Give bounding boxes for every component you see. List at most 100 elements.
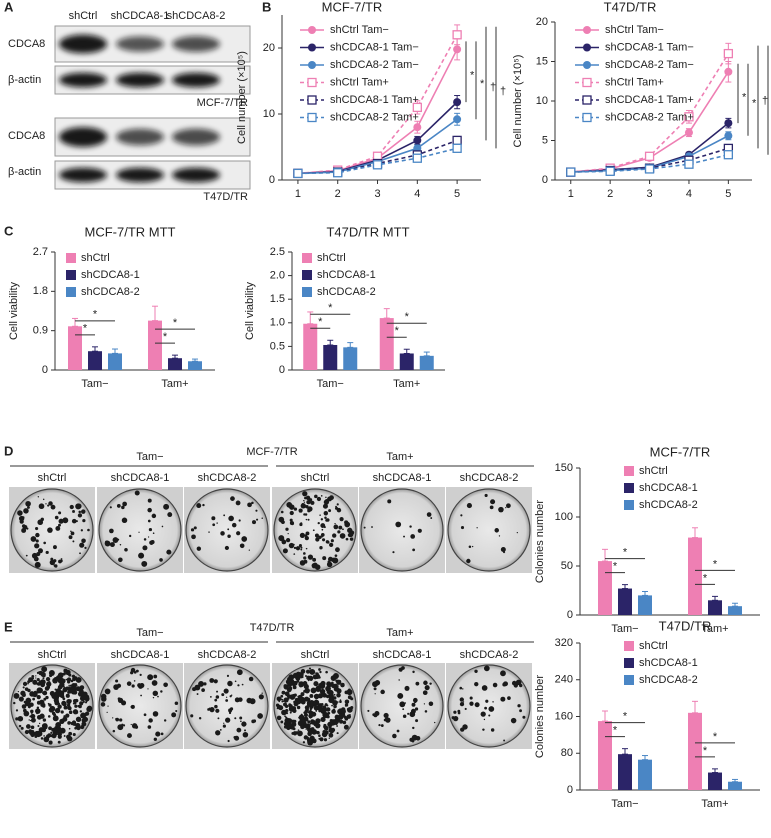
- legend-label: shCDCA8-2: [81, 286, 140, 298]
- colony: [424, 685, 430, 691]
- bar: [148, 320, 162, 370]
- bar: [708, 772, 722, 790]
- colony: [305, 728, 307, 730]
- colony: [29, 719, 32, 722]
- colony: [257, 713, 263, 719]
- panel-label: B: [262, 0, 271, 14]
- colony: [339, 533, 346, 539]
- colony: [249, 698, 256, 705]
- colony: [62, 687, 68, 693]
- colony: [35, 675, 37, 677]
- colony: [223, 722, 225, 724]
- y-tick-label: 0: [269, 174, 275, 186]
- colony: [289, 711, 292, 714]
- colony: [147, 688, 149, 690]
- colony: [342, 712, 346, 716]
- colony: [258, 694, 264, 700]
- colony: [143, 538, 147, 541]
- colony: [77, 513, 83, 518]
- colony: [322, 556, 327, 561]
- data-point: [452, 30, 462, 40]
- colony: [305, 531, 310, 536]
- colony: [27, 506, 30, 509]
- colony: [47, 504, 50, 507]
- colony: [130, 723, 132, 726]
- colony: [36, 682, 39, 685]
- colony: [43, 541, 46, 545]
- colony: [303, 499, 305, 502]
- significance-mark: *: [752, 98, 757, 110]
- colony: [412, 548, 416, 552]
- colony: [481, 685, 488, 691]
- colony: [282, 548, 288, 554]
- x-tick-label: Tam−: [317, 378, 344, 390]
- significance-mark: *: [395, 325, 400, 337]
- colony: [48, 707, 54, 713]
- colony: [303, 501, 306, 503]
- colony: [41, 674, 43, 677]
- colony: [409, 711, 416, 718]
- legend-swatch: [66, 287, 76, 297]
- colony: [59, 720, 62, 723]
- colony: [316, 730, 320, 735]
- colony: [261, 517, 263, 519]
- colony: [462, 724, 468, 730]
- colony: [334, 522, 336, 525]
- colony: [344, 521, 351, 528]
- blot-row-label: β-actin: [8, 74, 41, 86]
- colony: [82, 518, 86, 523]
- panel-label: A: [4, 0, 14, 14]
- colony: [81, 718, 86, 723]
- data-point: [372, 160, 383, 170]
- colony: [350, 697, 354, 701]
- colony: [297, 695, 300, 698]
- bar: [108, 353, 122, 370]
- colony: [319, 514, 321, 516]
- legend-label: shCDCA8-1: [317, 269, 376, 281]
- colony: [303, 513, 306, 516]
- y-tick-label: 0.9: [33, 325, 48, 337]
- colony: [345, 537, 349, 541]
- bar: [728, 781, 742, 790]
- colony: [75, 503, 82, 510]
- colony: [334, 714, 340, 720]
- legend-marker: [583, 26, 591, 34]
- colony: [31, 675, 35, 678]
- colony: [336, 692, 341, 698]
- colony: [328, 732, 334, 738]
- colony: [333, 683, 339, 689]
- colony: [303, 689, 307, 693]
- colony: [30, 711, 33, 714]
- colony: [37, 496, 40, 498]
- colony: [124, 547, 128, 552]
- colony: [494, 528, 499, 533]
- colony: [21, 524, 26, 528]
- legend-label: shCtrl Tam+: [330, 76, 389, 88]
- colony: [43, 697, 47, 701]
- colony: [117, 724, 124, 731]
- data-point: [723, 48, 734, 59]
- colony: [42, 690, 48, 696]
- colony: [119, 718, 123, 722]
- colony: [47, 527, 53, 533]
- colony: [295, 546, 301, 551]
- colony: [341, 684, 345, 687]
- y-tick-label: 0: [567, 784, 573, 796]
- data-point: [412, 153, 422, 163]
- colony: [57, 704, 62, 709]
- condition-label: Tam−: [136, 451, 163, 463]
- colony: [323, 712, 330, 719]
- lane-label: shCtrl: [38, 649, 67, 661]
- colony: [75, 520, 78, 523]
- legend-swatch: [624, 500, 634, 510]
- colony: [26, 688, 28, 690]
- colony: [396, 729, 400, 733]
- colony: [453, 715, 459, 722]
- colony: [404, 685, 410, 691]
- blot-band: [172, 72, 220, 88]
- error-bar: [732, 778, 738, 783]
- colony: [20, 697, 22, 700]
- colony: [281, 700, 284, 703]
- colony: [80, 689, 83, 692]
- colony: [304, 675, 307, 678]
